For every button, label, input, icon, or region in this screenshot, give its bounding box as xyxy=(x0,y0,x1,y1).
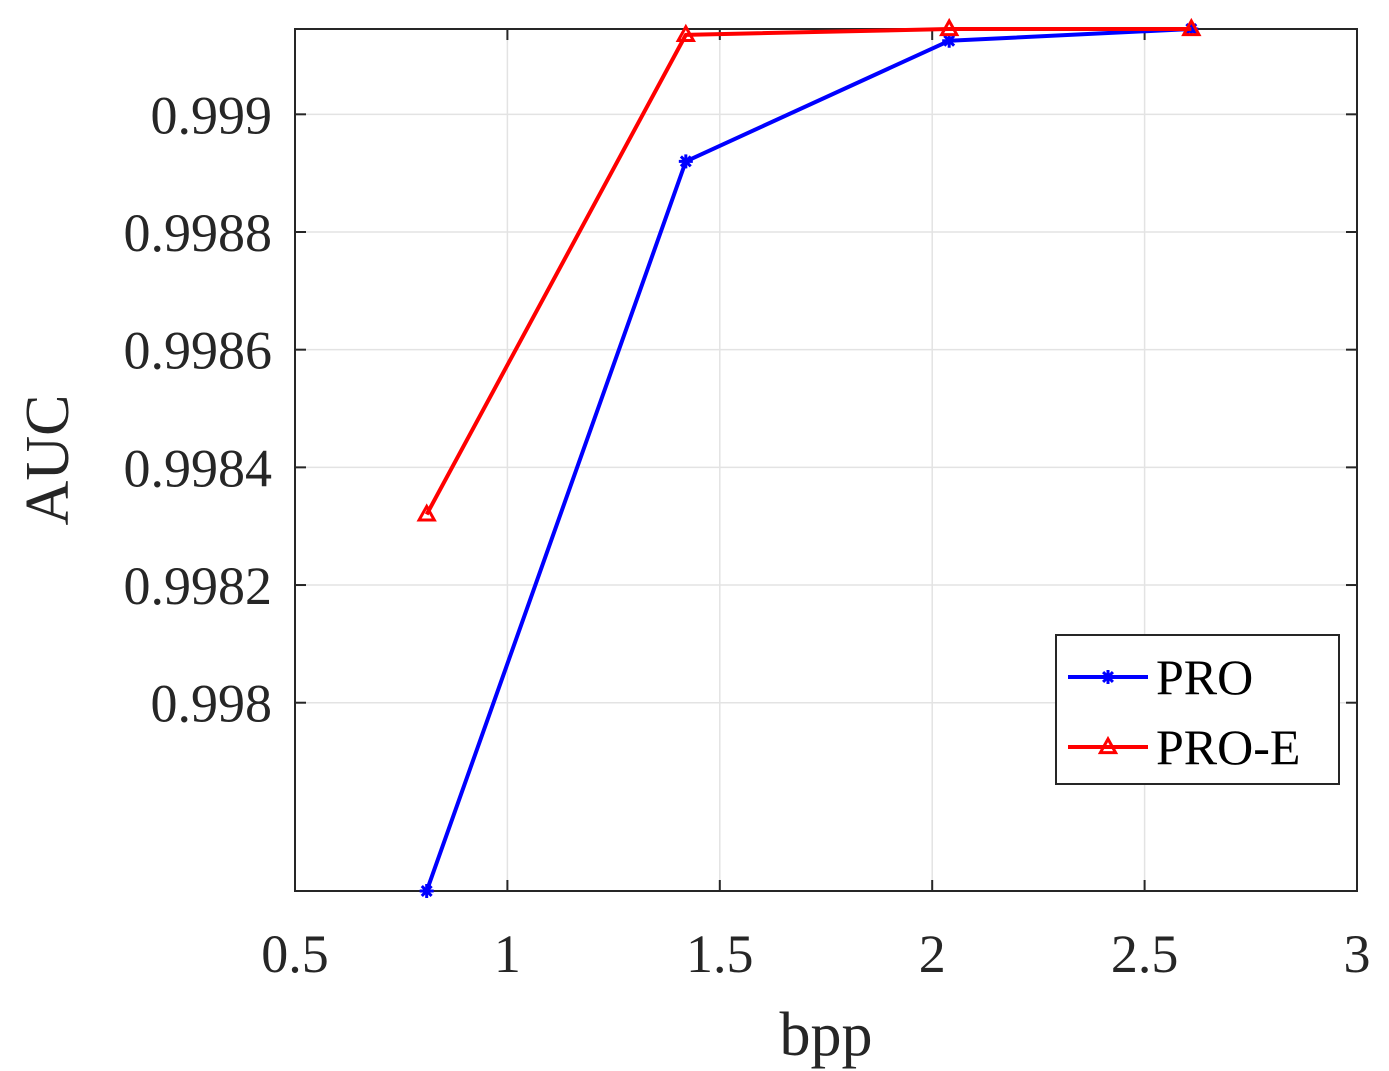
y-tick-label: 0.999 xyxy=(151,85,273,145)
data-point-pro-e xyxy=(416,503,437,522)
marker-stroke xyxy=(679,155,692,168)
x-tick-label: 3 xyxy=(1344,924,1371,984)
x-axis-label: bpp xyxy=(780,1001,873,1069)
axis-ticks: 0.5 1 1.5 2 2.5 3 0.998 0.9982 0.9984 0.9986 0.998… xyxy=(124,29,1371,984)
legend-box xyxy=(1055,634,1340,785)
data-point-pro-e xyxy=(675,23,696,42)
legend-label-pro: PRO xyxy=(1156,649,1253,705)
x-tick-label: 1 xyxy=(494,924,521,984)
legend-marker-pro-e xyxy=(1097,735,1119,755)
y-axis-label: AUC xyxy=(14,395,82,526)
data-point-pro-e xyxy=(1181,17,1202,37)
x-tick-label: 0.5 xyxy=(261,924,329,984)
legend: PRO PRO-E xyxy=(1055,634,1340,785)
data-point-pro xyxy=(419,884,434,898)
marker-stroke xyxy=(1102,671,1114,683)
marker-stroke xyxy=(943,34,956,47)
legend-entry-pro-e: PRO-E xyxy=(1068,719,1300,775)
data-point-pro xyxy=(942,33,957,48)
y-tick-label: 0.998 xyxy=(151,674,273,734)
y-tick-label: 0.9988 xyxy=(124,203,273,263)
data-point-pro xyxy=(678,154,693,169)
series-pro-e xyxy=(416,17,1202,522)
grid-lines xyxy=(295,29,1357,891)
y-tick-label: 0.9986 xyxy=(124,321,273,381)
series-line-pro-e xyxy=(424,27,1192,516)
marker-stroke xyxy=(420,885,433,897)
x-tick-label: 2 xyxy=(919,924,946,984)
data-point-pro-e xyxy=(939,17,960,37)
y-tick-label: 0.9982 xyxy=(124,556,273,616)
legend-marker-pro xyxy=(1101,670,1115,684)
x-tick-label: 2.5 xyxy=(1111,924,1179,984)
series-line-pro xyxy=(424,27,1192,892)
legend-label-pro-e: PRO-E xyxy=(1156,719,1300,775)
plot-area xyxy=(294,28,1358,892)
series-group xyxy=(416,17,1202,898)
y-tick-label: 0.9984 xyxy=(124,438,273,498)
legend-entry-pro: PRO xyxy=(1068,649,1253,705)
x-tick-label: 1.5 xyxy=(686,924,754,984)
